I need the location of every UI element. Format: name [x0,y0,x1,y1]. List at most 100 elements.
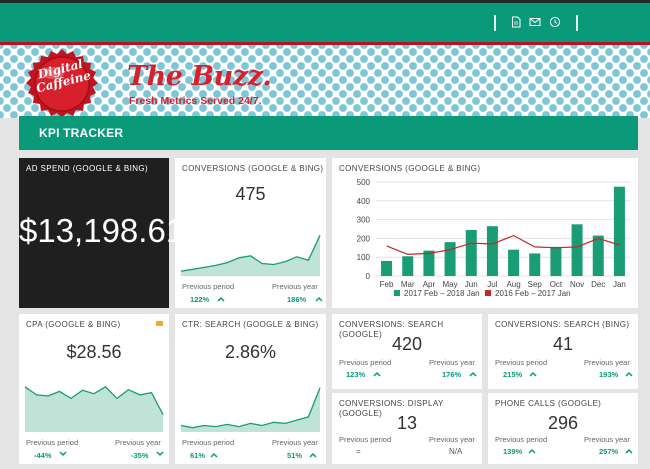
previous-year-change: 193% [599,370,619,379]
y-tick-label: 400 [357,197,371,206]
sparkline-line [180,234,321,272]
previous-period-change: = [356,447,361,456]
chevron-up-icon [373,371,381,377]
chevron-up-icon [315,296,323,302]
banner-subtitle: Fresh Metrics Served 24/7. [129,95,262,107]
sparkline-area [25,386,163,432]
banner-title: The Buzz. [127,61,272,92]
previous-period-label: Previous period [495,358,548,367]
y-tick-label: 100 [357,253,371,262]
x-tick-label: Oct [550,280,563,289]
mail-icon[interactable] [529,16,541,28]
card-title: AD SPEND (GOOGLE & BING) [26,164,149,173]
card-title: CPA (GOOGLE & BING) [26,320,121,329]
phone-calls-google-card: PHONE CALLS (GOOGLE) 296 Previous period… [488,393,638,464]
card-title: CONVERSIONS: DISPLAY (GOOGLE) [339,399,444,419]
menu-icon[interactable] [156,321,163,326]
card-title-line-2: (GOOGLE) [339,409,383,418]
y-tick-label: 500 [357,178,371,187]
clock-icon[interactable] [549,16,561,28]
conversions-sparkline [180,234,321,276]
conversions-display-value: 13 [396,413,418,433]
previous-year-label: Previous year [115,438,161,447]
previous-period-change: 61% [190,451,206,460]
bar [486,226,498,276]
conversions-value: 475 [235,184,266,204]
chevron-up-icon [625,371,633,377]
chevron-up-icon [625,448,633,454]
sparkline-line [180,387,321,429]
legend-swatch [394,290,400,296]
conversions-bar-chart: 0 100 200 300 400 500 Feb Mar Apr May Jun Jul Aug Sep… [357,178,630,298]
conversions-display-google-card: CONVERSIONS: DISPLAY (GOOGLE) 13 Previou… [332,393,482,464]
conversions-chart-card: CONVERSIONS (GOOGLE & BING) 0 100 200 300 40… [332,158,638,308]
previous-period-label: Previous period [26,438,79,447]
bar [465,229,477,276]
x-tick-label: May [443,280,458,289]
digital-caffeine-logo[interactable]: Digital Caffeine [26,49,98,118]
ctr-sparkline [180,387,321,432]
previous-year-change: N/A [449,447,463,456]
card-title: PHONE CALLS (GOOGLE) [495,399,602,408]
top-bar [0,0,650,42]
previous-year-label: Previous year [429,358,475,367]
ctr-card: CTR: SEARCH (GOOGLE & BING) 2.86% Previo… [175,314,326,464]
toolbar-divider [576,15,578,31]
previous-year-change: -35% [131,451,149,460]
sparkline-line [24,385,164,415]
ad-spend-value: $13,198.61 [19,212,185,249]
chevron-down-icon [59,451,67,457]
chevron-up-icon [528,448,536,454]
bar [592,235,604,276]
chevron-up-icon [309,452,317,458]
x-tick-label: Sep [528,280,543,289]
bar [444,242,456,276]
bar [550,246,562,276]
bar [381,260,393,276]
y-tick-label: 0 [366,272,371,281]
conversions-search-google-value: 420 [391,334,423,354]
y-tick-label: 200 [357,234,371,243]
cpa-card: CPA (GOOGLE & BING) $28.56 Previous peri… [19,314,169,464]
x-tick-label: Feb [380,280,394,289]
chevron-down-icon [156,451,164,457]
phone-calls-value: 296 [547,413,579,433]
bar [613,186,625,276]
legend-swatch [485,290,491,296]
conversions-search-google-card: CONVERSIONS: SEARCH (GOOGLE) 420 Previou… [332,314,482,389]
kpi-header: KPI TRACKER [19,116,638,150]
document-icon[interactable] [510,16,522,28]
series-line-2016 [386,234,620,256]
previous-period-label: Previous period [495,435,548,444]
previous-period-change: 122% [190,295,210,304]
conversions-search-bing-value: 41 [552,334,574,354]
previous-period-label: Previous period [182,282,235,291]
previous-year-label: Previous year [584,435,630,444]
toolbar-divider [494,15,496,31]
previous-year-label: Previous year [584,358,630,367]
x-tick-label: Aug [506,280,520,289]
x-tick-label: Jul [487,280,497,289]
card-title-line-1: CONVERSIONS: DISPLAY [339,399,444,408]
legend-label: 2017 Feb – 2018 Jan [404,289,480,298]
conversions-search-bing-card: CONVERSIONS: SEARCH (BING) 41 Previous p… [488,314,638,389]
chevron-up-icon [469,371,477,377]
chevron-up-icon [529,371,537,377]
card-title: CONVERSIONS (GOOGLE & BING) [182,164,324,173]
card-title: CTR: SEARCH (GOOGLE & BING) [182,320,319,329]
chevron-up-icon [217,296,225,302]
bar [423,250,435,276]
bar [402,256,414,276]
x-tick-label: Dec [591,280,605,289]
bottle-cap-icon [26,49,98,118]
x-tick-label: Nov [570,280,584,289]
card-title: CONVERSIONS: SEARCH (BING) [495,320,630,329]
cpa-sparkline [24,385,164,432]
ad-spend-card: AD SPEND (GOOGLE & BING) $13,198.61 [19,158,185,308]
x-tick-label: Jan [613,280,626,289]
chevron-up-icon [210,452,218,458]
bar [508,249,520,276]
previous-period-change: 215% [503,370,523,379]
brand-banner: Digital Caffeine The Buzz. Fresh Metrics… [0,42,650,118]
previous-period-change: -44% [34,451,52,460]
